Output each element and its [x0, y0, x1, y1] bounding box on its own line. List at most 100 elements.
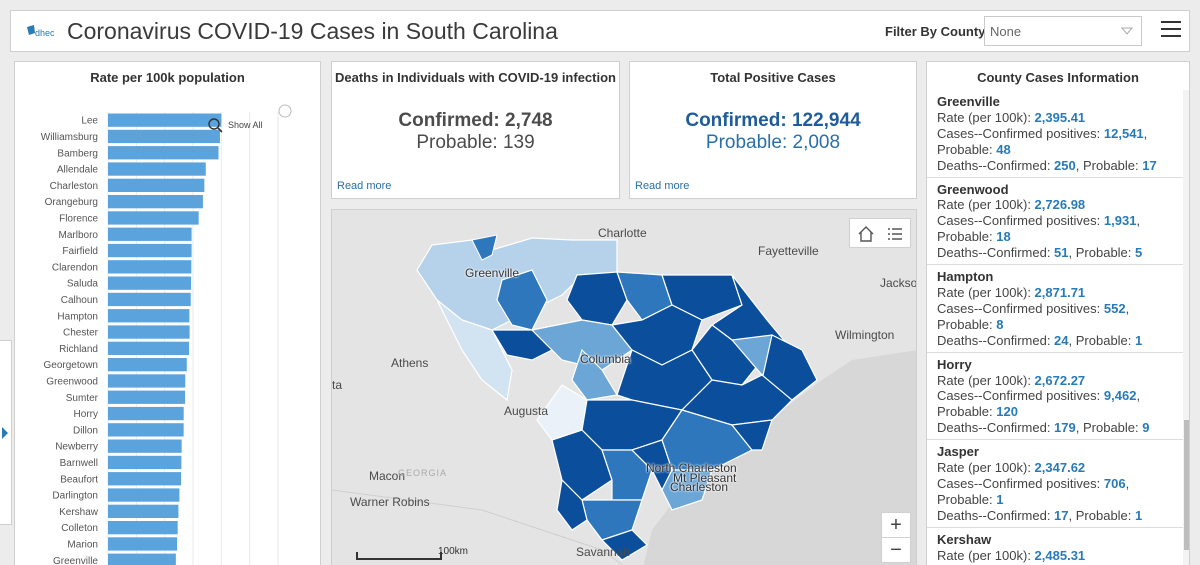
bar-kershaw	[108, 504, 179, 518]
cases-label: Cases--Confirmed positives:	[937, 213, 1104, 229]
bar-label-colleton: Colleton	[61, 523, 98, 534]
deaths-value: 250	[1054, 157, 1076, 173]
map-label-charleston: Charleston	[670, 480, 729, 494]
rate-label: Rate (per 100k):	[937, 372, 1035, 388]
bar-bamberg	[108, 146, 219, 160]
cases-label: Cases--Confirmed positives:	[937, 388, 1104, 404]
rate-label: Rate (per 100k):	[937, 109, 1035, 125]
bar-chester	[108, 325, 190, 339]
rate-value: 2,871.71	[1034, 284, 1086, 300]
bar-dillon	[108, 423, 184, 437]
bar-label-saluda: Saluda	[67, 279, 99, 290]
bar-label-greenville: Greenville	[53, 556, 98, 565]
county-list-scrollbar[interactable]	[1183, 90, 1189, 565]
map-panel[interactable]: Charlotte Fayetteville Jackso Greenville…	[331, 209, 917, 565]
bar-charleston	[108, 178, 205, 192]
bar-marlboro	[108, 227, 192, 241]
map-label-charlotte: Charlotte	[598, 226, 647, 240]
map-toolbar	[849, 218, 911, 248]
bar-label-dillon: Dillon	[73, 425, 98, 436]
county-item-horry[interactable]: Horry Rate (per 100k): 2,672.27 Cases--Con…	[927, 353, 1183, 441]
deaths-probable-label: Probable:	[1082, 157, 1143, 173]
county-name: Horry	[937, 356, 972, 372]
county-name: Hampton	[937, 269, 994, 285]
hamburger-menu-icon[interactable]	[1161, 21, 1181, 39]
county-item-greenwood[interactable]: Greenwood Rate (per 100k): 2,726.98 Cases-…	[927, 178, 1183, 266]
county-info-panel: County Cases Information Greenville Rate …	[926, 61, 1190, 565]
bar-label-lee: Lee	[81, 116, 98, 127]
show-all-button: Show All	[208, 118, 263, 133]
map-scale-label: 100km	[438, 546, 469, 557]
expand-arrow-icon	[2, 427, 8, 439]
deaths-label: Deaths--Confirmed:	[937, 157, 1055, 173]
bar-label-beaufort: Beaufort	[60, 474, 98, 485]
bar-orangeburg	[108, 195, 203, 209]
cases-value: 12,541	[1103, 125, 1144, 141]
cases-probable: Probable: 2,008	[705, 132, 841, 153]
chart-title: Rate per 100k population	[90, 70, 245, 85]
rate-value: 2,395.41	[1034, 109, 1086, 125]
deaths-probable-value: 5	[1135, 245, 1143, 261]
bar-label-florence: Florence	[59, 213, 98, 224]
bar-label-allendale: Allendale	[57, 165, 99, 176]
sc-county-map[interactable]	[332, 210, 917, 565]
deaths-probable-value: 1	[1135, 332, 1143, 348]
probable-label: Probable:	[937, 229, 997, 245]
map-scale-bar	[356, 552, 442, 560]
county-filter-select[interactable]: None	[984, 16, 1142, 46]
deaths-read-more-link[interactable]: Read more	[337, 180, 392, 192]
bar-label-georgetown: Georgetown	[44, 360, 98, 371]
bar-greenwood	[108, 374, 186, 388]
deaths-probable-label: Probable:	[1075, 507, 1136, 523]
county-list[interactable]: Greenville Rate (per 100k): 2,395.41 Cases…	[927, 90, 1183, 565]
deaths-label: Deaths--Confirmed:	[937, 245, 1055, 261]
county-item-hampton[interactable]: Hampton Rate (per 100k): 2,871.71 Cases--C…	[927, 265, 1183, 353]
bar-williamsburg	[108, 129, 220, 144]
bar-colleton	[108, 521, 178, 535]
bar-clarendon	[108, 260, 192, 274]
bar-label-horry: Horry	[74, 409, 98, 420]
map-label-north-charleston: North Charleston	[646, 461, 737, 475]
probable-value: 1	[996, 491, 1004, 507]
map-label-jacksonville: Jackso	[880, 276, 917, 290]
legend-list-icon[interactable]	[885, 224, 905, 244]
county-item-kershaw[interactable]: Kershaw Rate (per 100k): 2,485.31	[927, 528, 1183, 565]
probable-label: Probable:	[937, 316, 997, 332]
bar-greenville	[108, 553, 176, 565]
county-name: Jasper	[937, 444, 979, 460]
chart-scroll-handle	[278, 104, 292, 118]
bar-darlington	[108, 488, 180, 502]
deaths-indicator: Deaths in Individuals with COVID-19 infe…	[331, 61, 620, 199]
rate-label: Rate (per 100k):	[937, 284, 1035, 300]
county-item-jasper[interactable]: Jasper Rate (per 100k): 2,347.62 Cases--Co…	[927, 440, 1183, 528]
probable-value: 8	[996, 316, 1004, 332]
bar-label-newberry: Newberry	[55, 442, 98, 453]
county-item-greenville[interactable]: Greenville Rate (per 100k): 2,395.41 Cases…	[927, 90, 1183, 178]
bar-label-kershaw: Kershaw	[59, 507, 99, 518]
probable-label: Probable:	[937, 491, 997, 507]
cases-confirmed: Confirmed: 122,944	[685, 110, 861, 131]
cases-read-more-link[interactable]: Read more	[635, 180, 690, 192]
bar-label-charleston: Charleston	[50, 181, 98, 192]
deaths-probable: Probable: 139	[416, 132, 535, 153]
bar-label-sumter: Sumter	[66, 393, 99, 404]
bar-label-williamsburg: Williamsburg	[41, 132, 98, 143]
bar-label-bamberg: Bamberg	[57, 148, 98, 159]
bar-label-marion: Marion	[67, 539, 98, 550]
zoom-in-button[interactable]: +	[881, 512, 911, 538]
filter-label: Filter By County	[885, 24, 986, 39]
bar-barnwell	[108, 455, 182, 470]
bar-georgetown	[108, 358, 187, 372]
zoom-out-button[interactable]: −	[881, 537, 911, 563]
map-label-augusta: Augusta	[504, 404, 549, 418]
rate-value: 2,726.98	[1034, 197, 1086, 213]
deaths-value: 179	[1054, 420, 1076, 436]
rate-value: 2,485.31	[1034, 547, 1086, 563]
rate-bar-chart[interactable]: Lee Williamsburg Bamberg Allendale Charlesto…	[15, 96, 320, 565]
app-header: dhec Coronavirus COVID-19 Cases in South…	[10, 10, 1190, 52]
bar-florence	[108, 211, 199, 225]
home-icon[interactable]	[856, 224, 876, 244]
scrollbar-thumb[interactable]	[1184, 420, 1189, 550]
bar-label-chester: Chester	[63, 328, 99, 339]
side-panel-toggle[interactable]	[0, 340, 12, 525]
